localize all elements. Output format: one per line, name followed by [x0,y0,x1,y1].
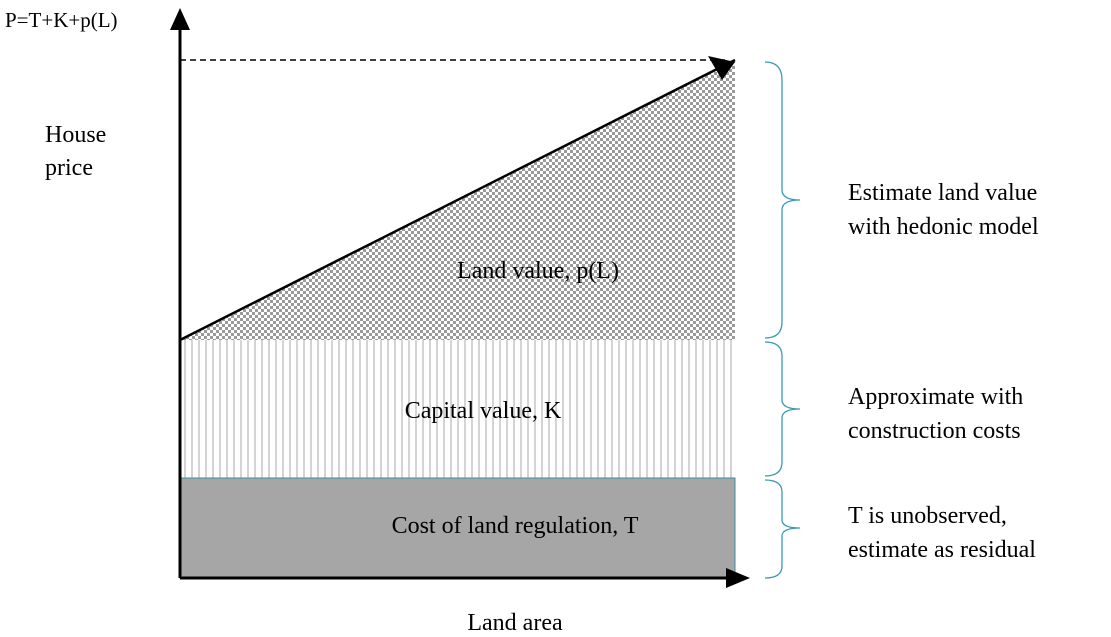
capital-region [180,340,735,478]
note: Estimate land value [848,180,1037,206]
note: Approximate with [848,384,1023,410]
x-label: Land area [467,610,563,636]
y-label: House [45,122,106,148]
y-arrow [170,8,190,30]
brace [764,61,801,339]
region-label: Capital value, K [405,398,562,424]
price-line [179,58,736,342]
braces [764,61,801,579]
note: construction costs [848,418,1021,444]
y-label: price [45,155,93,181]
brace [764,479,801,579]
region-label: Cost of land regulation, T [392,513,639,539]
brace [764,341,801,477]
x-arrow [726,568,750,588]
note: with hedonic model [848,214,1039,240]
arrow-head [708,56,735,80]
y-top-label: P=T+K+p(L) [5,8,118,32]
note: estimate as residual [848,537,1036,563]
region-label: Land value, p(L) [457,258,619,284]
note: T is unobserved, [848,503,1007,529]
regulation-region [179,477,736,579]
